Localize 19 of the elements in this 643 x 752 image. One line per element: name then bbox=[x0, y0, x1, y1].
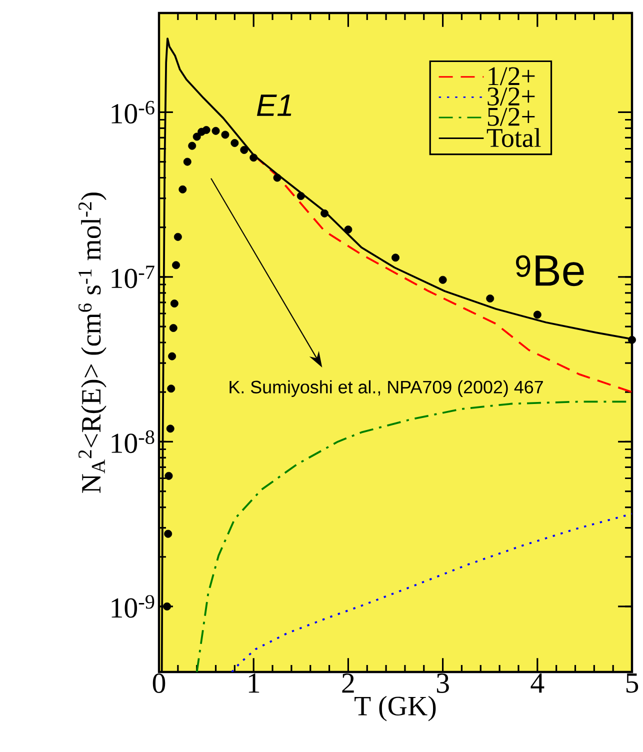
x-tick-label: 5 bbox=[626, 674, 638, 693]
legend-label: Total bbox=[486, 128, 541, 148]
legend-label: 3/2+ bbox=[488, 88, 535, 106]
x-tick-label: 4 bbox=[530, 674, 544, 693]
x-axis-title: T (GK) bbox=[354, 696, 436, 722]
legend-label: 1/2+ bbox=[488, 67, 535, 86]
annotation: E1 bbox=[256, 94, 292, 116]
x-tick-label: 1 bbox=[248, 674, 260, 693]
y-tick-label: 10$^{-6}$ bbox=[112, 100, 154, 124]
y-tick-label: 10$^{-8}$ bbox=[112, 430, 154, 454]
annotation: $^{9}$Be bbox=[516, 255, 584, 286]
legend-label: 5/2+ bbox=[488, 108, 535, 126]
annotation: K. Sumiyoshi et al., NPA709 (2002) 467 bbox=[230, 380, 543, 398]
y-tick-label: 10$^{-7}$ bbox=[112, 266, 154, 288]
x-tick-label: 0 bbox=[152, 674, 166, 694]
x-tick-label: 3 bbox=[436, 674, 449, 693]
y-tick-label: 10$^{-9}$ bbox=[112, 595, 154, 618]
x-tick-label: 2 bbox=[342, 674, 354, 693]
text: N$_{A}$$^{2}$<R(E)> (cm$^{6}$ s$^{-1}$ mol$^{-2}$) bbox=[78, 192, 106, 493]
